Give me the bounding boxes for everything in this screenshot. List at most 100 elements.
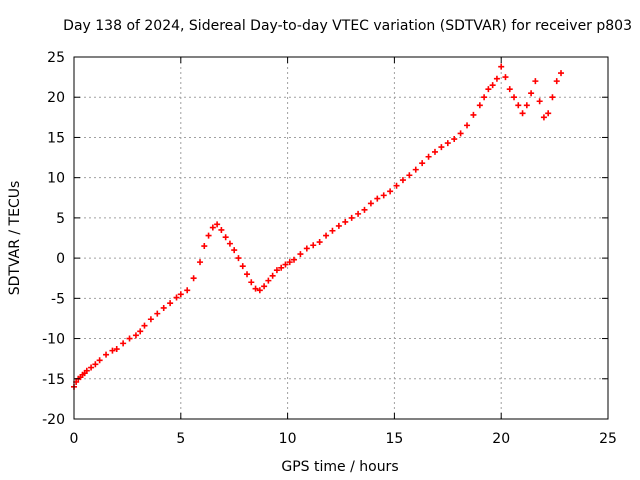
data-point bbox=[553, 78, 560, 85]
plot-frame bbox=[73, 56, 609, 420]
data-point bbox=[335, 222, 342, 229]
data-point bbox=[303, 245, 310, 252]
data-point bbox=[380, 192, 387, 199]
data-point bbox=[239, 263, 246, 270]
data-point bbox=[329, 227, 336, 234]
data-point bbox=[226, 240, 233, 247]
data-point bbox=[177, 291, 184, 298]
data-point bbox=[515, 102, 522, 109]
data-point bbox=[83, 367, 90, 374]
data-point bbox=[92, 361, 99, 368]
y-tick-label: -10 bbox=[42, 332, 65, 348]
data-point bbox=[147, 316, 154, 323]
x-tick-label: 25 bbox=[599, 431, 617, 447]
data-point bbox=[126, 335, 133, 342]
x-tick-label: 5 bbox=[176, 431, 185, 447]
data-point bbox=[167, 300, 174, 307]
data-point bbox=[361, 206, 368, 213]
data-point bbox=[464, 122, 471, 129]
data-point bbox=[489, 82, 496, 89]
data-point bbox=[412, 166, 419, 173]
data-point bbox=[222, 234, 229, 241]
data-point bbox=[451, 136, 458, 143]
data-point bbox=[278, 264, 285, 271]
data-point bbox=[532, 78, 539, 85]
data-point bbox=[506, 86, 513, 93]
data-point bbox=[519, 110, 526, 117]
data-point bbox=[88, 364, 95, 371]
data-point bbox=[109, 347, 116, 354]
data-point bbox=[218, 226, 225, 233]
data-point bbox=[457, 130, 464, 137]
data-point bbox=[502, 74, 509, 81]
data-point bbox=[265, 277, 272, 284]
data-point bbox=[231, 247, 238, 254]
data-point bbox=[374, 195, 381, 202]
data-point bbox=[545, 110, 552, 117]
data-point bbox=[154, 310, 161, 317]
data-point bbox=[536, 98, 543, 105]
data-point bbox=[444, 140, 451, 147]
data-point bbox=[120, 340, 127, 347]
data-point bbox=[470, 111, 477, 118]
y-tick-label: -20 bbox=[42, 412, 65, 428]
data-point bbox=[528, 90, 535, 97]
data-points bbox=[71, 63, 565, 390]
data-point bbox=[419, 160, 426, 167]
x-tick-label: 15 bbox=[385, 431, 403, 447]
data-point bbox=[252, 285, 259, 292]
chart-title: Day 138 of 2024, Sidereal Day-to-day VTE… bbox=[63, 18, 632, 34]
x-tick-label: 0 bbox=[70, 431, 79, 447]
data-point bbox=[399, 177, 406, 184]
data-point bbox=[205, 232, 212, 239]
data-point bbox=[103, 351, 110, 358]
data-point bbox=[137, 328, 144, 335]
data-point bbox=[190, 275, 197, 282]
data-point bbox=[132, 332, 139, 339]
data-point bbox=[269, 272, 276, 279]
data-point bbox=[286, 259, 293, 266]
data-point bbox=[367, 200, 374, 207]
data-point bbox=[256, 287, 263, 294]
data-point bbox=[342, 218, 349, 225]
data-point bbox=[540, 114, 547, 121]
data-point bbox=[485, 86, 492, 93]
y-tick-label: 5 bbox=[56, 211, 65, 227]
data-point bbox=[549, 94, 556, 101]
data-point bbox=[209, 224, 216, 231]
data-point bbox=[316, 239, 323, 246]
data-point bbox=[476, 102, 483, 109]
data-point bbox=[406, 172, 413, 179]
data-point bbox=[297, 251, 304, 258]
x-tick-labels: 0 5 10 15 20 25 bbox=[70, 431, 617, 447]
data-point bbox=[291, 256, 298, 263]
data-point bbox=[425, 153, 432, 160]
data-point bbox=[184, 287, 191, 294]
y-tick-label: -15 bbox=[42, 372, 65, 388]
data-point bbox=[310, 242, 317, 249]
y-tick-label: -5 bbox=[51, 291, 65, 307]
data-point bbox=[438, 144, 445, 151]
x-tick-label: 20 bbox=[492, 431, 510, 447]
data-point bbox=[235, 255, 242, 262]
y-tick-label: 25 bbox=[47, 50, 65, 66]
data-point bbox=[173, 294, 180, 301]
data-point bbox=[355, 210, 362, 217]
data-point bbox=[201, 243, 208, 250]
data-point bbox=[348, 214, 355, 221]
data-point bbox=[387, 188, 394, 195]
x-axis-label: GPS time / hours bbox=[281, 459, 398, 475]
grid-lines bbox=[74, 57, 608, 419]
data-point bbox=[323, 232, 330, 239]
y-tick-labels: -20 -15 -10 -5 0 5 10 15 20 25 bbox=[42, 50, 65, 428]
y-axis-label: SDTVAR / TECUs bbox=[7, 181, 23, 296]
y-tick-label: 15 bbox=[47, 130, 65, 146]
data-point bbox=[248, 279, 255, 286]
data-point bbox=[197, 259, 204, 266]
data-point bbox=[96, 357, 103, 364]
y-tick-label: 10 bbox=[47, 171, 65, 187]
data-point bbox=[431, 148, 438, 155]
data-point bbox=[393, 182, 400, 189]
data-point bbox=[498, 63, 505, 70]
